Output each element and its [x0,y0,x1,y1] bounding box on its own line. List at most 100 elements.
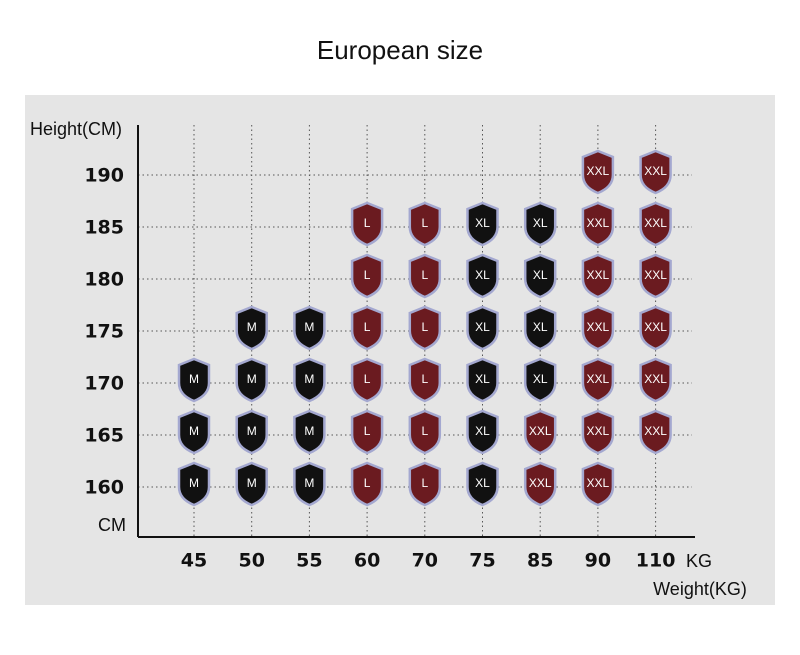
size-label: M [304,424,314,438]
size-label: XL [475,216,490,230]
x-tick-label: 70 [412,550,438,572]
size-label: XL [475,320,490,334]
size-label: XXL [529,476,552,490]
size-shield [350,201,384,247]
size-shield [523,461,557,507]
size-shield [523,201,557,247]
title: European size [317,35,483,65]
size-label: XXL [587,424,610,438]
size-label: XL [475,372,490,386]
size-shield [350,253,384,299]
size-shield [350,305,384,351]
x-tick-label: 45 [181,550,207,572]
size-label: XXL [587,268,610,282]
size-label: M [189,424,199,438]
size-label: XXL [587,372,610,386]
size-label: XXL [644,320,667,334]
size-shield [466,305,499,351]
y-tick-label: 160 [84,477,124,499]
size-label: L [421,320,428,334]
size-shield [293,305,326,351]
size-label: M [247,320,257,334]
size-label: XXL [644,372,667,386]
size-shield [408,357,442,403]
size-shield [639,253,672,299]
size-label: XXL [529,424,552,438]
size-label: L [364,476,371,490]
x-tick-label: 50 [238,550,264,572]
size-label: XXL [644,164,667,178]
size-shield [408,253,442,299]
x-tick-label: 75 [469,550,495,572]
size-label: L [364,320,371,334]
size-shield [293,357,326,403]
size-shield [466,201,499,247]
size-shield [523,305,557,351]
size-label: XL [533,372,548,386]
size-shield [408,305,442,351]
size-label: XXL [587,164,610,178]
size-shield [466,409,499,455]
size-shield [581,357,615,403]
x-tick-label: 55 [296,550,322,572]
size-shield [235,305,268,351]
x-axis-label: Weight(KG) [653,579,747,599]
size-shield [523,253,557,299]
size-shield [466,253,499,299]
y-unit: CM [98,515,126,535]
size-label: XXL [644,424,667,438]
size-shield [177,461,211,507]
size-label: L [421,372,428,386]
size-label: L [364,424,371,438]
size-label: XL [475,268,490,282]
size-label: XL [475,424,490,438]
y-tick-label: 165 [84,425,124,447]
size-label: XL [475,476,490,490]
size-label: M [247,424,257,438]
size-label: XL [533,320,548,334]
size-label: M [189,476,199,490]
size-label: L [364,372,371,386]
size-label: L [364,268,371,282]
size-label: XXL [587,320,610,334]
size-shield [408,201,442,247]
size-shield [466,357,499,403]
size-shield [581,201,615,247]
size-shield [581,253,615,299]
size-label: L [421,476,428,490]
size-shield [581,409,615,455]
size-label: M [304,476,314,490]
size-shield [350,461,384,507]
size-shield [639,409,672,455]
size-label: XL [533,216,548,230]
size-shield [639,305,672,351]
size-shield [581,305,615,351]
x-tick-label: 110 [636,550,676,572]
size-shield [639,357,672,403]
y-tick-label: 175 [84,321,124,343]
size-label: M [189,372,199,386]
size-label: XXL [587,476,610,490]
size-label: XXL [644,268,667,282]
size-label: XXL [587,216,610,230]
size-shield [177,357,211,403]
size-label: L [364,216,371,230]
size-shield [523,357,557,403]
size-label: L [421,268,428,282]
size-label: XXL [644,216,667,230]
size-shield [581,149,615,195]
size-label: XL [533,268,548,282]
size-shield [639,201,672,247]
size-label: M [304,372,314,386]
y-tick-label: 170 [84,373,124,395]
size-shield [523,409,557,455]
x-unit: KG [686,551,712,571]
y-tick-label: 185 [84,217,124,239]
x-tick-label: 90 [585,550,611,572]
size-label: L [421,424,428,438]
size-shield [293,409,326,455]
size-shield [235,461,268,507]
x-tick-label: 60 [354,550,380,572]
size-shield [235,409,268,455]
